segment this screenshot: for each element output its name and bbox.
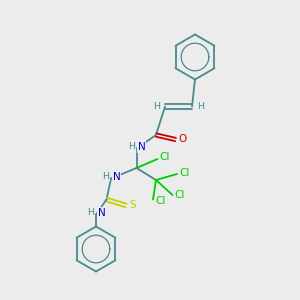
Text: N: N <box>98 208 105 218</box>
Text: Cl: Cl <box>175 190 185 200</box>
Text: H: H <box>128 142 135 151</box>
Text: O: O <box>178 134 186 145</box>
Text: H: H <box>88 208 94 217</box>
Text: H: H <box>153 102 160 111</box>
Text: H: H <box>103 172 110 181</box>
Text: S: S <box>129 200 136 211</box>
Text: N: N <box>112 172 120 182</box>
Text: H: H <box>197 102 204 111</box>
Text: Cl: Cl <box>179 167 190 178</box>
Text: Cl: Cl <box>155 196 166 206</box>
Text: N: N <box>138 142 146 152</box>
Text: Cl: Cl <box>160 152 170 163</box>
